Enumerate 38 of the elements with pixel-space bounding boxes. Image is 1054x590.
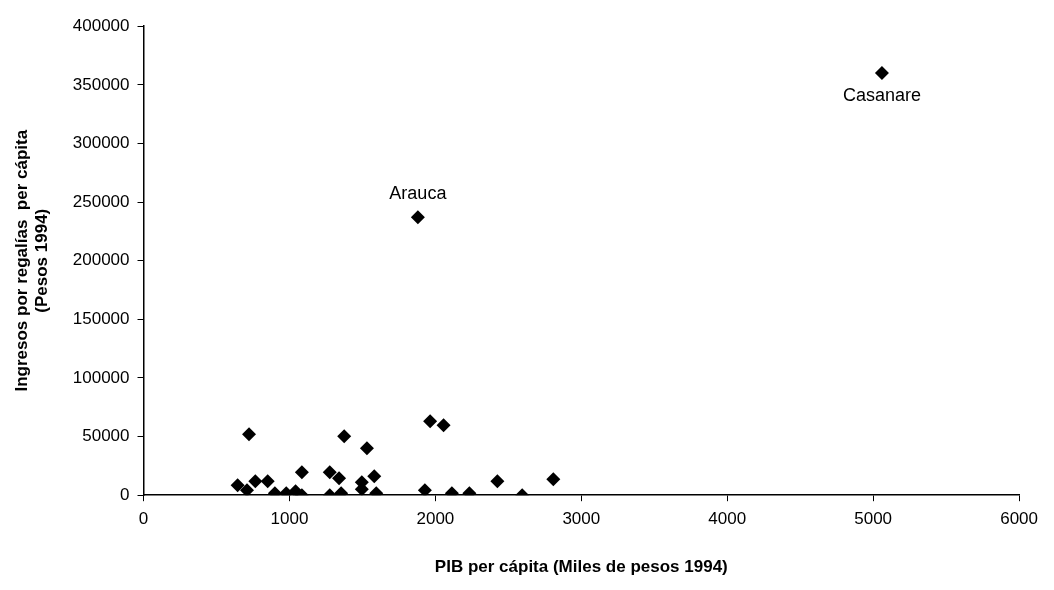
x-tick-label: 2000: [416, 509, 455, 529]
x-tick-label: 3000: [562, 509, 601, 529]
annotation: Casanare: [842, 85, 921, 106]
x-tick-label: 6000: [1000, 509, 1038, 529]
point: [322, 465, 337, 480]
point: [332, 471, 347, 486]
annotation: Arauca: [389, 183, 448, 204]
point: [367, 469, 382, 484]
x-tick-label: 5000: [854, 509, 893, 529]
x-tick-label: 0: [138, 509, 149, 529]
y-tick-label: 400000: [72, 15, 130, 35]
y-tick-label: 0: [120, 484, 130, 504]
point: [239, 483, 254, 496]
point: [490, 474, 505, 489]
y-tick-label: 150000: [72, 309, 130, 329]
x-axis-title: PIB per cápita (Miles de pesos 1994): [434, 557, 728, 577]
point: [546, 472, 561, 487]
point: [423, 414, 438, 429]
point: [294, 465, 309, 480]
point: [436, 418, 451, 433]
point: [410, 210, 425, 225]
y-tick-label: 50000: [82, 426, 130, 446]
point: [874, 66, 889, 81]
point: [359, 441, 374, 456]
x-tick-label: 4000: [708, 509, 747, 529]
y-axis-title: Ingresos por regalías per cápita (Pesos 1994): [11, 129, 52, 392]
y-tick-label: 250000: [72, 191, 130, 211]
y-tick-label: 100000: [72, 367, 130, 387]
y-tick-label: 350000: [72, 74, 130, 94]
y-tick-label: 200000: [72, 250, 130, 270]
point: [260, 474, 275, 489]
point: [337, 429, 352, 444]
point: [242, 427, 257, 442]
x-tick-label: 1000: [270, 509, 309, 529]
point: [230, 478, 245, 493]
point: [248, 474, 263, 489]
point: [417, 483, 432, 496]
y-tick-label: 300000: [72, 133, 130, 153]
